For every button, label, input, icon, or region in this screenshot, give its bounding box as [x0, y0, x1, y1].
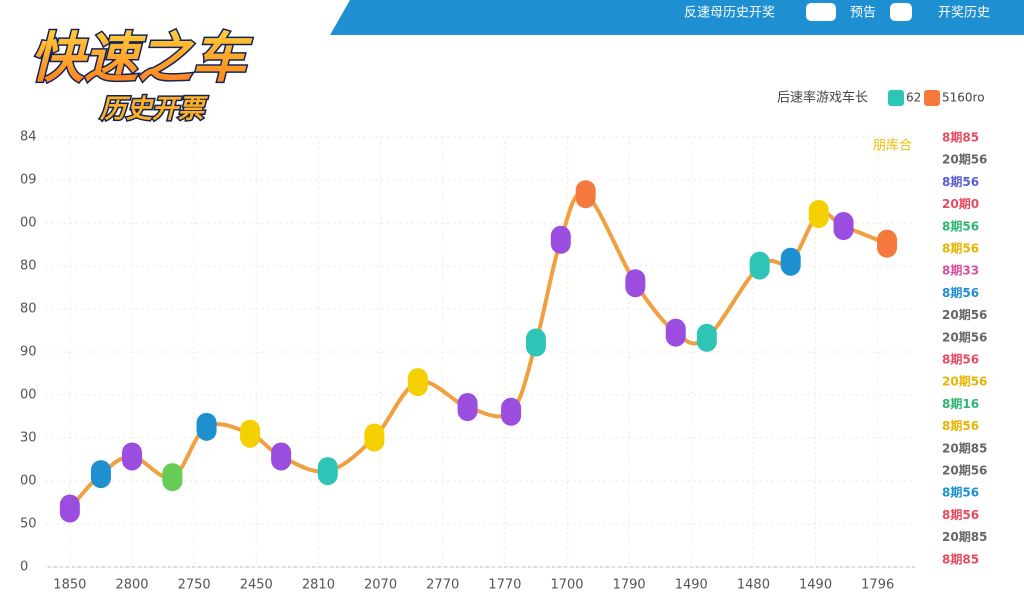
point	[162, 463, 183, 492]
point	[457, 393, 478, 422]
side-item: 20期56	[942, 463, 987, 478]
legend-swatch	[924, 90, 940, 106]
y-tick-label: 00	[20, 216, 37, 231]
line	[67, 191, 890, 511]
point	[833, 212, 854, 241]
header-bar	[330, 0, 1024, 35]
point	[550, 225, 571, 254]
side-item: 20期85	[942, 440, 987, 455]
logo: 快速之车	[30, 27, 253, 90]
point	[625, 269, 646, 298]
point	[196, 412, 217, 441]
nav-icon	[806, 3, 836, 21]
y-tick-label: 50	[20, 517, 37, 532]
point	[696, 323, 717, 352]
legend-title: 后速率游戏车长	[777, 90, 868, 106]
point	[317, 457, 338, 486]
side-item: 20期85	[942, 529, 987, 544]
point	[407, 368, 428, 397]
y-tick-label: 30	[20, 431, 37, 446]
point	[364, 423, 385, 452]
side-item: 8期56	[942, 218, 979, 233]
x-tick-label: 1770	[488, 578, 521, 593]
point	[122, 442, 142, 471]
point	[59, 494, 80, 523]
y-tick-label: 90	[20, 345, 37, 360]
side-item: 20期56	[942, 374, 987, 389]
nav-item[interactable]: 开奖历史	[938, 6, 990, 21]
point	[501, 397, 522, 426]
side-item: 8期56	[942, 241, 979, 256]
x-tick-label: 1490	[675, 578, 708, 593]
point	[808, 199, 829, 228]
y-tick-label: 00	[20, 474, 37, 489]
point	[240, 419, 261, 448]
point	[271, 442, 292, 471]
legend-swatch	[888, 90, 904, 106]
corner-label: 朋库合	[873, 138, 912, 154]
point	[665, 318, 686, 347]
x-tick-label: 1700	[550, 578, 583, 593]
logo-sub: 历史开票	[99, 95, 208, 125]
side-item: 8期56	[942, 285, 979, 300]
side-item: 8期56	[942, 174, 979, 189]
y-tick-label: 84	[20, 130, 37, 145]
y-tick-label: 0	[20, 560, 28, 575]
point	[90, 460, 111, 489]
nav-item[interactable]: 预告	[850, 6, 876, 21]
side-item: 8期56	[942, 418, 979, 433]
side-item: 20期0	[942, 196, 979, 211]
side-item: 8期85	[942, 551, 979, 566]
side-item: 8期16	[942, 396, 979, 411]
side-item: 20期56	[942, 329, 987, 344]
x-tick-label: 2750	[178, 578, 211, 593]
nav-item[interactable]: 反速母历史开奖	[684, 6, 775, 21]
point	[780, 247, 801, 276]
side-item: 20期56	[942, 152, 987, 167]
side-item: 8期56	[942, 507, 979, 522]
legend-label: 62	[906, 91, 921, 105]
nav-icon	[890, 3, 912, 21]
x-tick-label: 2800	[115, 578, 148, 593]
side-item: 8期56	[942, 352, 979, 367]
y-tick-label: 00	[20, 388, 37, 403]
x-tick-label: 2450	[240, 578, 273, 593]
point	[749, 251, 770, 280]
x-tick-label: 2770	[426, 578, 459, 593]
side-item: 20期56	[942, 307, 987, 322]
point	[877, 229, 898, 258]
side-item: 8期85	[942, 130, 979, 145]
side-item: 8期56	[942, 485, 979, 500]
x-tick-label: 1850	[53, 578, 86, 593]
y-tick-label: 80	[20, 259, 37, 274]
x-tick-label: 1796	[861, 578, 894, 593]
side-item: 8期33	[942, 263, 979, 278]
x-tick-label: 1480	[737, 578, 770, 593]
x-tick-label: 2810	[302, 578, 335, 593]
y-tick-label: 80	[20, 302, 37, 317]
legend-label: 5160ro	[942, 91, 985, 105]
y-tick-label: 09	[20, 173, 37, 188]
x-tick-label: 2070	[364, 578, 397, 593]
x-tick-label: 1490	[799, 578, 832, 593]
x-tick-label: 1790	[613, 578, 646, 593]
point	[525, 328, 546, 357]
point	[575, 180, 596, 209]
